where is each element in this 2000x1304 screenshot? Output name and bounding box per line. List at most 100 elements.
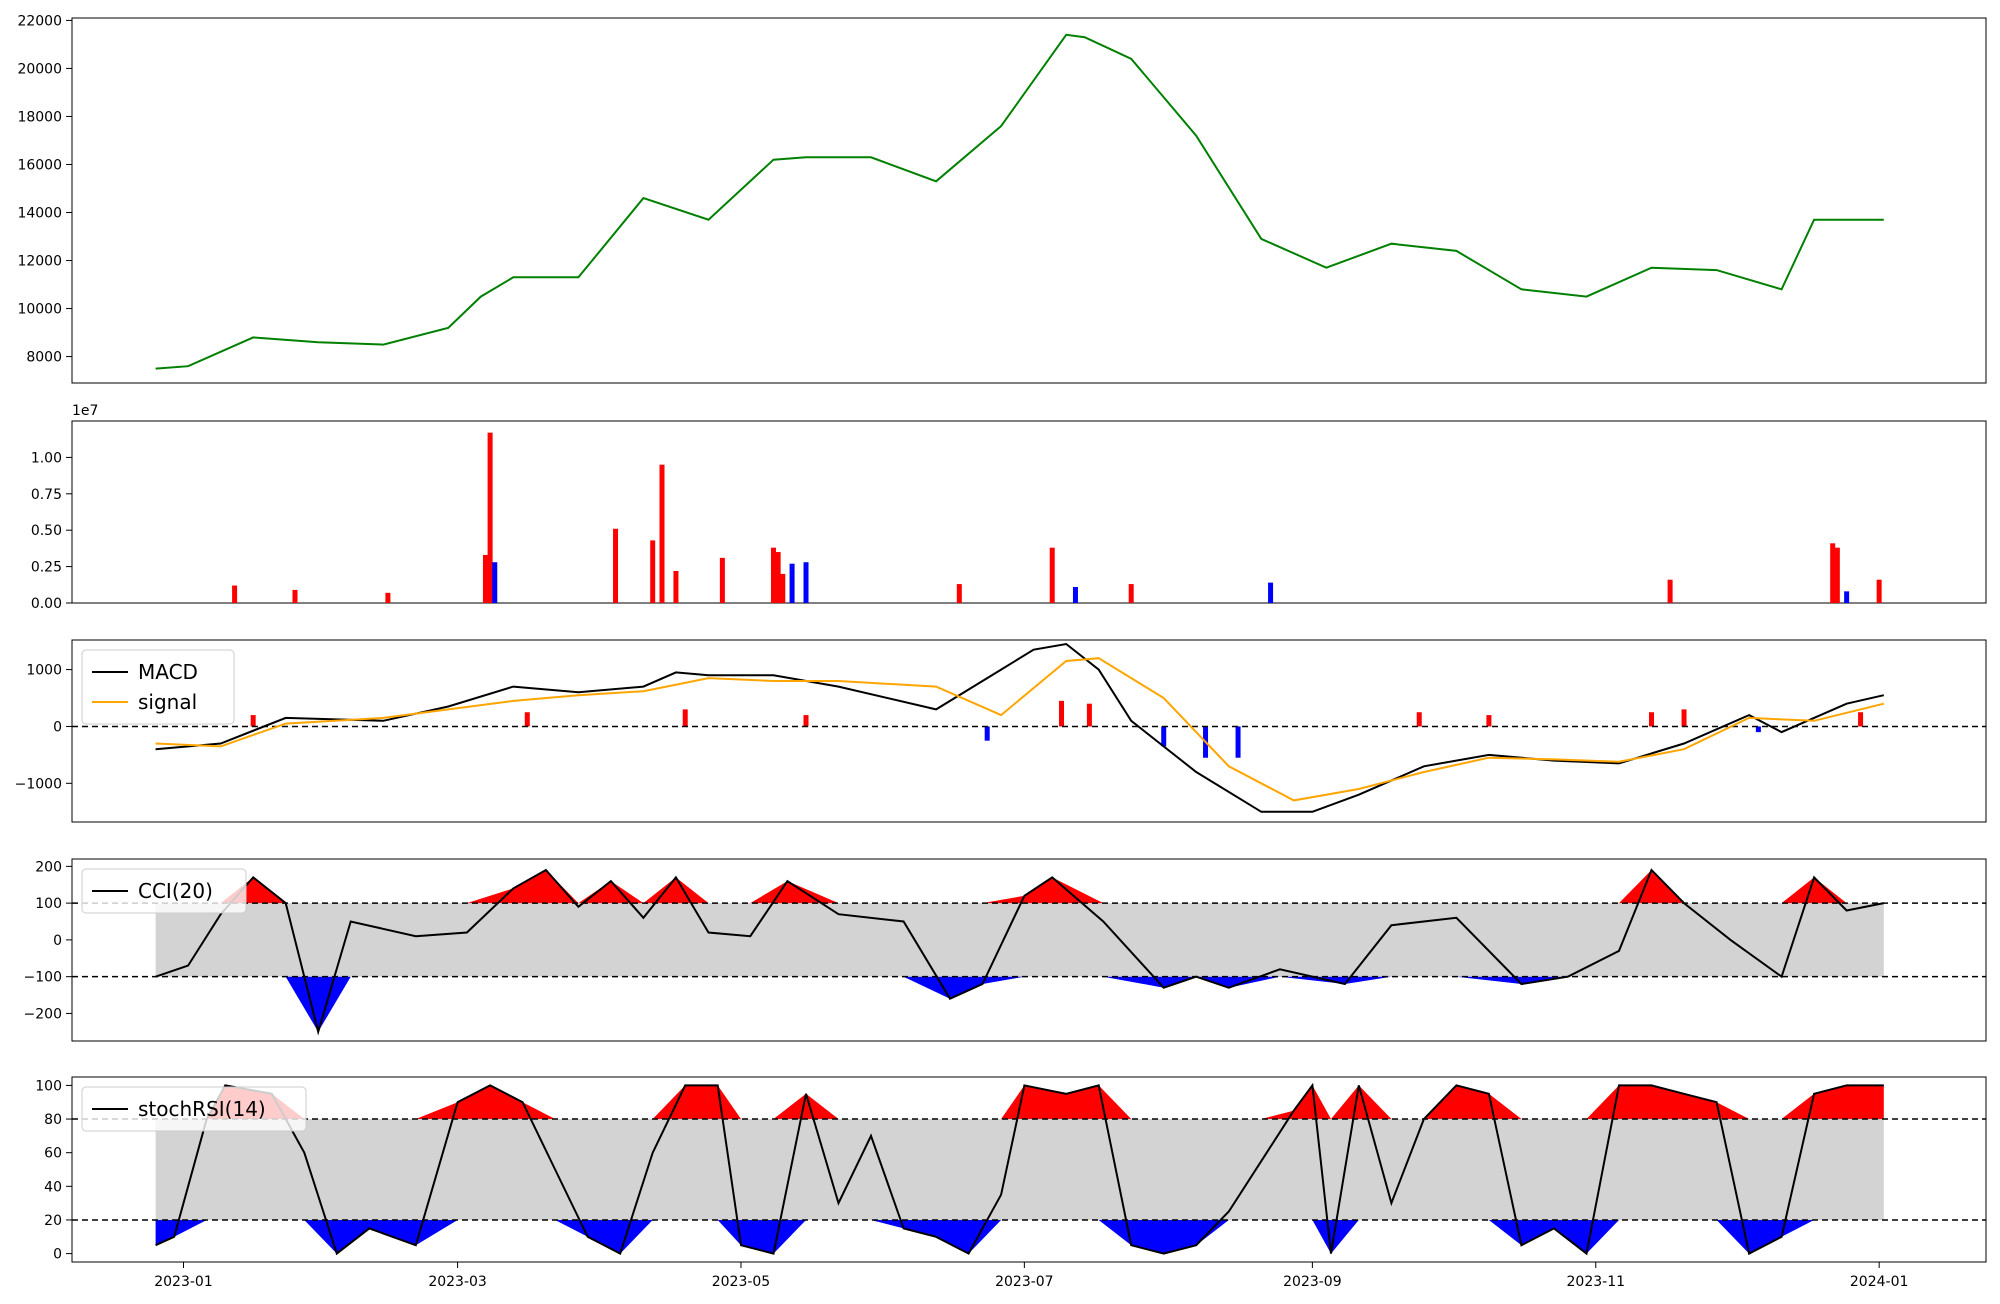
histogram-bar [250,715,256,727]
y-tick-label: 1.00 [31,450,62,466]
volume-bar [482,554,488,603]
volume-bar [1268,582,1274,603]
volume-bar [1128,584,1134,603]
volume-bar [1072,586,1078,603]
legend-box [81,649,235,725]
volume-bar [956,584,962,603]
volume-bar [673,570,679,603]
stochrsi-series-line [155,1082,1884,1256]
histogram-bar [1681,709,1687,727]
histogram-bar [1161,726,1167,747]
y-tick-label: 20000 [17,61,62,77]
y-tick-label: 22000 [17,13,62,29]
y-tick-label: 0 [53,933,62,949]
axes-frame [71,420,1987,604]
volume-bar [1049,547,1055,603]
signal-series-line [155,657,1885,802]
y-tick-label: 80 [44,1112,62,1128]
legend-label: CCI(20) [138,879,213,903]
oversold-fill [155,1220,1884,1254]
y-tick-label: 0.75 [31,487,62,503]
histogram-bar [1755,726,1761,733]
volume-bar [1876,579,1882,603]
histogram-bar [1086,703,1092,727]
histogram-bar [803,715,809,727]
axes-frame [71,639,1987,823]
volume-bar [292,589,298,603]
y-tick-label: 8000 [26,350,62,366]
y-tick-label: 12000 [17,254,62,270]
y-tick-label: 40 [44,1179,62,1195]
x-tick-label: 2023-01 [154,1274,213,1290]
y-tick-label: 60 [44,1146,62,1162]
volume-bar [780,573,786,603]
legend-label: signal [138,690,197,714]
y-tick-label: 100 [35,896,62,912]
histogram-bar [984,726,990,741]
histogram-bar [524,712,530,727]
y-tick-label: 0.50 [31,523,62,539]
oversold-fill [155,976,1884,1032]
axes-frame [71,17,1987,384]
histogram-bar [1486,715,1492,727]
volume-bar [232,585,238,603]
y-tick-label: −200 [24,1006,62,1022]
y-tick-label: 10000 [17,302,62,318]
volume-bar [1844,591,1850,603]
panel-volume: 0.00 0.25 0.50 0.75 1.00 1e7 [31,403,1987,612]
x-tick-label: 2023-07 [995,1274,1054,1290]
histogram-bar [1416,712,1422,727]
volume-bar [659,464,665,603]
offset-label: 1e7 [72,403,98,419]
legend-box [81,1086,307,1132]
overbought-fill [155,1085,1884,1119]
volume-bar [650,540,656,603]
volume-bar [1834,547,1840,603]
cci-series-line [155,868,1884,1036]
volume-bar [1667,579,1673,603]
x-tick-label: 2023-09 [1283,1274,1342,1290]
axes-frame [71,1076,1987,1263]
y-tick-label: 20 [44,1213,62,1229]
histogram-bar [682,709,688,727]
y-tick-label: 100 [35,1078,62,1094]
panel-cci: −200 −100 0 100 200 CCI(20) [24,858,1987,1042]
axes-frame [71,858,1987,1042]
volume-bar [492,562,498,603]
histogram-bar [1649,712,1655,727]
y-tick-label: 200 [35,859,62,875]
y-tick-label: 0 [53,719,62,735]
volume-bar [803,562,809,603]
panel-macd: −1000 0 1000 MACD signal [15,639,1987,823]
y-tick-label: 0.00 [31,596,62,612]
volume-bar [770,547,776,603]
neutral-band [155,1119,1884,1220]
x-tick-label: 2023-11 [1567,1274,1626,1290]
legend-label: MACD [138,660,198,684]
histogram-bar [1059,700,1065,727]
volume-bar [789,563,795,603]
y-tick-label: 0 [53,1247,62,1263]
volume-bar [385,592,391,603]
volume-bar [775,552,781,603]
x-tick-label: 2023-05 [712,1274,771,1290]
y-tick-label: 14000 [17,206,62,222]
y-tick-label: 16000 [17,157,62,173]
histogram-bar [1235,726,1241,758]
panel-price: 8000 10000 12000 14000 16000 18000 20000 22000 [17,13,1987,384]
volume-bar [487,432,493,603]
volume-bar [613,528,619,603]
y-tick-label: −100 [24,970,62,986]
legend-box [81,868,247,914]
panel-stochrsi: 0 20 40 60 80 100 stochRSI(14) 2023-01 2023-03 20… [35,1076,1987,1290]
y-tick-label: 0.25 [31,560,62,576]
y-tick-label: −1000 [15,776,62,792]
volume-bar [1830,543,1836,603]
legend-label: stochRSI(14) [138,1097,266,1121]
y-tick-label: 18000 [17,109,62,125]
overbought-fill [155,870,1884,904]
neutral-band [155,903,1884,977]
x-tick-label: 2024-01 [1850,1274,1909,1290]
